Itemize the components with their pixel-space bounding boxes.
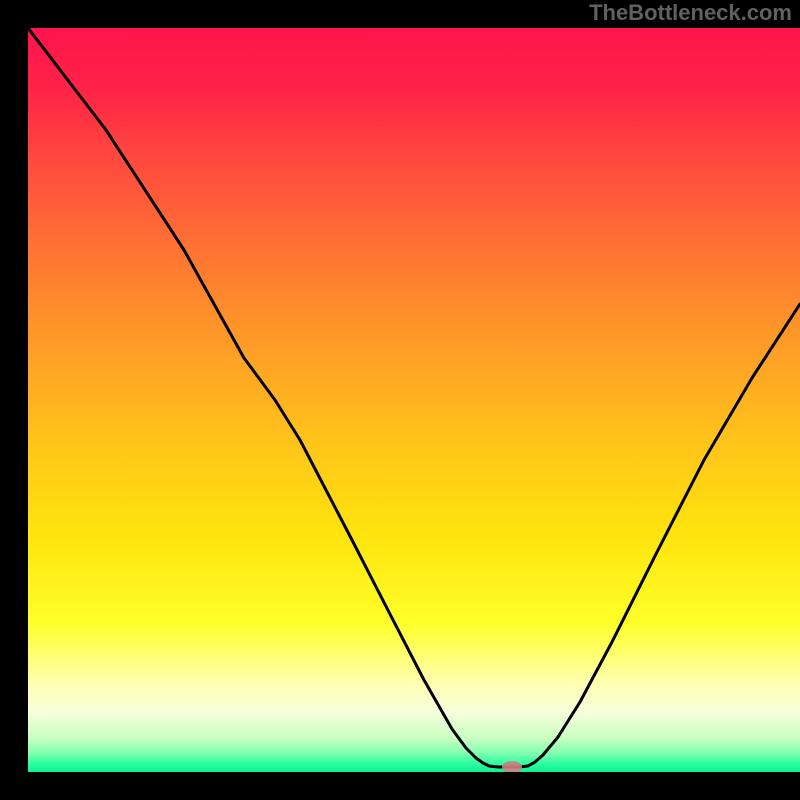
- bottleneck-chart: [0, 0, 800, 800]
- watermark-text: TheBottleneck.com: [589, 0, 792, 26]
- optimal-marker: [502, 761, 522, 773]
